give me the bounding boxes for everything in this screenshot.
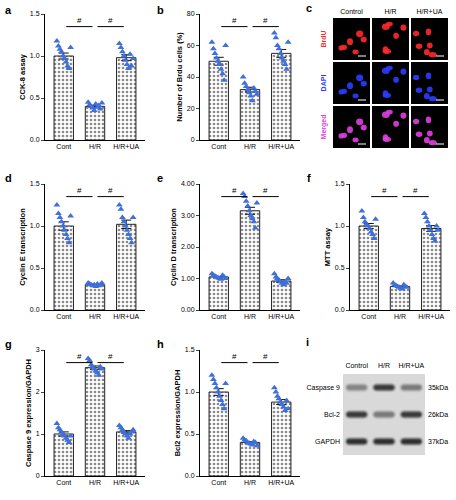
svg-text:1.0: 1.0 (335, 222, 345, 229)
svg-text:H/R: H/R (244, 479, 256, 486)
svg-text:CCK-8 assay: CCK-8 assay (18, 53, 27, 100)
svg-text:Caspase 9: Caspase 9 (307, 384, 341, 392)
svg-text:#: # (232, 186, 237, 195)
svg-text:1.0: 1.0 (30, 52, 40, 59)
svg-text:2.00: 2.00 (181, 243, 195, 250)
svg-text:GAPDH: GAPDH (315, 438, 340, 445)
svg-text:Cont: Cont (211, 313, 226, 320)
svg-text:0.5: 0.5 (185, 430, 195, 437)
svg-text:Control: Control (345, 362, 368, 369)
svg-text:#: # (77, 352, 82, 361)
svg-text:H/R: H/R (89, 313, 101, 320)
svg-text:h: h (157, 338, 164, 350)
svg-text:4.00: 4.00 (181, 180, 195, 187)
svg-text:1.00: 1.00 (181, 275, 195, 282)
svg-text:Merged: Merged (320, 115, 328, 140)
svg-text:H/R+UA: H/R+UA (113, 313, 139, 320)
svg-text:Cont: Cont (211, 479, 226, 486)
svg-text:H/R+UA: H/R+UA (113, 143, 139, 150)
svg-text:0.0: 0.0 (185, 472, 195, 479)
svg-text:2: 2 (36, 388, 40, 395)
svg-text:0: 0 (36, 472, 40, 479)
svg-text:3: 3 (36, 346, 40, 353)
svg-text:0.5: 0.5 (30, 94, 40, 101)
svg-text:Cont: Cont (56, 143, 71, 150)
svg-text:1.5: 1.5 (335, 180, 345, 187)
svg-text:#: # (263, 352, 268, 361)
svg-text:Bcl2 expression/GAPDH: Bcl2 expression/GAPDH (173, 370, 182, 457)
svg-text:Cont: Cont (211, 143, 226, 150)
svg-text:Cont: Cont (56, 479, 71, 486)
svg-text:0: 0 (191, 136, 195, 143)
svg-text:a: a (5, 4, 12, 16)
svg-text:#: # (108, 186, 113, 195)
svg-text:H/R+UA: H/R+UA (398, 362, 424, 369)
svg-text:H/R: H/R (378, 362, 390, 369)
svg-text:1.0: 1.0 (185, 388, 195, 395)
svg-text:H/R+UA: H/R+UA (113, 479, 139, 486)
svg-text:H/R: H/R (244, 313, 256, 320)
svg-text:d: d (5, 172, 12, 184)
svg-text:#: # (232, 16, 237, 25)
svg-text:#: # (263, 16, 268, 25)
svg-text:Cyclin D transcription: Cyclin D transcription (169, 208, 178, 286)
svg-text:i: i (306, 336, 309, 348)
svg-text:1.5: 1.5 (185, 346, 195, 353)
svg-text:b: b (157, 4, 164, 16)
svg-text:#: # (263, 186, 268, 195)
svg-text:3.00: 3.00 (181, 212, 195, 219)
svg-text:H/R: H/R (394, 313, 406, 320)
svg-text:Cont: Cont (56, 313, 71, 320)
svg-text:0.0: 0.0 (335, 306, 345, 313)
svg-text:MTT assay: MTT assay (323, 227, 332, 266)
svg-text:60: 60 (187, 42, 195, 49)
svg-text:H/R+UA: H/R+UA (268, 143, 294, 150)
svg-text:H/R+UA: H/R+UA (268, 479, 294, 486)
svg-text:e: e (157, 172, 163, 184)
svg-text:1.0: 1.0 (30, 222, 40, 229)
svg-text:f: f (307, 172, 311, 184)
svg-text:Bcl-2: Bcl-2 (324, 411, 340, 418)
svg-text:1: 1 (36, 430, 40, 437)
svg-text:0.0: 0.0 (30, 306, 40, 313)
svg-text:#: # (382, 186, 387, 195)
svg-text:0.00: 0.00 (181, 306, 195, 313)
svg-text:Caspase 9 expression/GAPDH: Caspase 9 expression/GAPDH (24, 359, 33, 467)
svg-text:Cyclin E transcription: Cyclin E transcription (18, 208, 27, 286)
svg-text:H/R: H/R (384, 8, 396, 15)
svg-text:#: # (77, 186, 82, 195)
svg-text:#: # (77, 16, 82, 25)
svg-text:BrdU: BrdU (320, 30, 327, 47)
svg-text:37kDa: 37kDa (428, 438, 448, 445)
svg-text:Control: Control (340, 8, 363, 15)
svg-text:#: # (108, 352, 113, 361)
svg-text:c: c (306, 2, 312, 14)
svg-text:0.5: 0.5 (335, 264, 345, 271)
svg-text:40: 40 (187, 73, 195, 80)
svg-text:#: # (413, 186, 418, 195)
svg-text:#: # (232, 352, 237, 361)
svg-text:26kDa: 26kDa (428, 411, 448, 418)
svg-text:H/R+UA: H/R+UA (418, 313, 444, 320)
svg-text:35kDa: 35kDa (428, 384, 448, 391)
svg-text:1.5: 1.5 (30, 180, 40, 187)
svg-text:0.5: 0.5 (30, 264, 40, 271)
svg-text:Cont: Cont (361, 313, 376, 320)
svg-text:g: g (5, 338, 12, 350)
svg-text:Number of Brdu cells (%): Number of Brdu cells (%) (175, 32, 184, 122)
svg-text:0.0: 0.0 (30, 136, 40, 143)
svg-text:20: 20 (187, 105, 195, 112)
svg-text:#: # (108, 16, 113, 25)
svg-text:H/R: H/R (89, 479, 101, 486)
svg-text:H/R: H/R (244, 143, 256, 150)
svg-text:H/R+UA: H/R+UA (417, 8, 443, 15)
svg-text:DAPI: DAPI (320, 75, 327, 92)
svg-text:H/R+UA: H/R+UA (268, 313, 294, 320)
svg-text:80: 80 (187, 10, 195, 17)
svg-text:1.5: 1.5 (30, 10, 40, 17)
svg-text:H/R: H/R (89, 143, 101, 150)
